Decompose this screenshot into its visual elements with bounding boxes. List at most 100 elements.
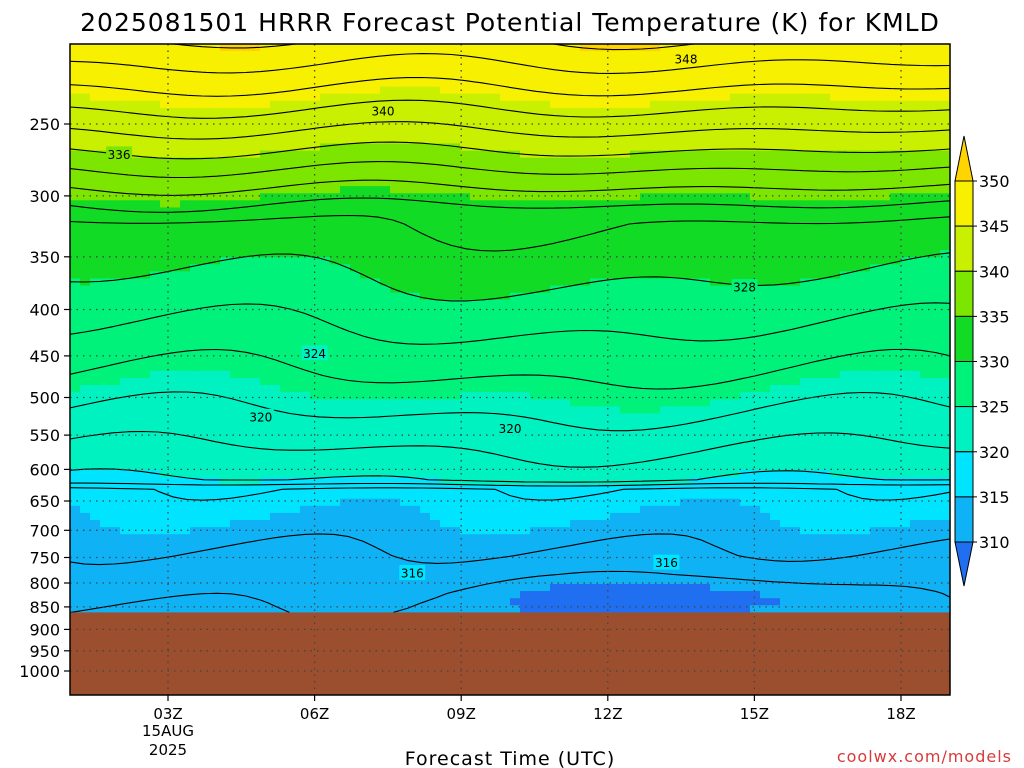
theta-cell [480,313,491,322]
theta-cell [350,434,361,443]
theta-cell [810,193,821,201]
theta-cell [760,107,771,116]
theta-cell [600,306,611,315]
theta-cell [700,356,711,365]
theta-cell [850,427,861,436]
theta-cell [700,193,711,201]
theta-cell [730,242,741,251]
theta-cell [290,179,301,187]
theta-cell [470,51,481,59]
theta-cell [240,271,251,280]
theta-cell [690,441,701,450]
theta-cell [920,100,931,109]
theta-cell [460,44,471,52]
theta-cell [330,349,341,358]
theta-cell [810,271,821,280]
theta-cell [540,171,551,180]
theta-cell [910,171,921,180]
theta-cell [310,264,321,272]
theta-cell [370,136,381,145]
theta-cell [940,385,951,393]
theta-cell [600,65,611,74]
theta-cell [390,342,401,351]
theta-cell [460,370,471,379]
theta-cell [140,136,151,145]
theta-cell [70,207,81,216]
theta-cell [120,413,131,422]
theta-cell [250,342,261,351]
theta-cell [700,122,711,130]
theta-cell [260,321,271,329]
theta-cell [640,228,651,237]
theta-cell [420,115,431,123]
theta-cell [600,221,611,230]
theta-cell [550,441,561,450]
theta-cell [430,115,441,123]
theta-cell [240,427,251,436]
theta-cell [590,51,601,59]
theta-cell [120,292,131,301]
theta-cell [390,186,401,194]
theta-cell [530,122,541,130]
theta-cell [140,321,151,329]
theta-cell [580,342,591,351]
theta-cell [680,392,691,400]
theta-cell [220,406,231,415]
theta-cell [330,441,341,450]
theta-cell [580,292,591,301]
theta-cell [100,392,111,400]
theta-cell [920,200,931,209]
theta-cell [740,214,751,223]
theta-cell [80,271,91,280]
theta-cell [150,136,161,145]
theta-cell [690,228,701,237]
theta-cell [680,207,691,216]
theta-cell [900,214,911,223]
theta-cell [270,79,281,88]
theta-cell [120,420,131,429]
theta-cell [770,136,781,145]
theta-cell [780,65,791,74]
theta-cell [820,278,831,287]
theta-cell [150,207,161,216]
theta-cell [740,257,751,265]
theta-cell [450,214,461,223]
theta-cell [370,427,381,436]
theta-cell [890,342,901,351]
theta-cell [540,392,551,400]
theta-cell [840,406,851,415]
theta-cell [800,342,811,351]
theta-cell [150,335,161,344]
theta-cell [600,214,611,223]
theta-cell [360,399,371,407]
theta-cell [720,186,731,194]
theta-cell [90,427,101,436]
theta-cell [820,122,831,130]
theta-cell [240,264,251,272]
theta-cell [390,434,401,443]
theta-cell [710,207,721,216]
theta-cell [670,250,681,258]
theta-cell [890,228,901,237]
theta-cell [490,292,501,301]
theta-cell [620,129,631,137]
theta-cell [920,292,931,301]
theta-cell [330,235,341,244]
theta-cell [920,143,931,152]
theta-cell [530,228,541,237]
theta-cell [80,86,91,95]
theta-cell [540,214,551,223]
theta-cell [730,157,741,166]
theta-cell [850,44,861,52]
theta-cell [450,349,461,358]
theta-cell [740,79,751,88]
theta-cell [90,200,101,209]
theta-cell [760,150,771,159]
theta-cell [240,292,251,301]
theta-cell [800,257,811,265]
theta-cell [390,150,401,159]
theta-cell [260,370,271,379]
theta-cell [160,107,171,116]
theta-cell [190,413,201,422]
theta-cell [850,157,861,166]
